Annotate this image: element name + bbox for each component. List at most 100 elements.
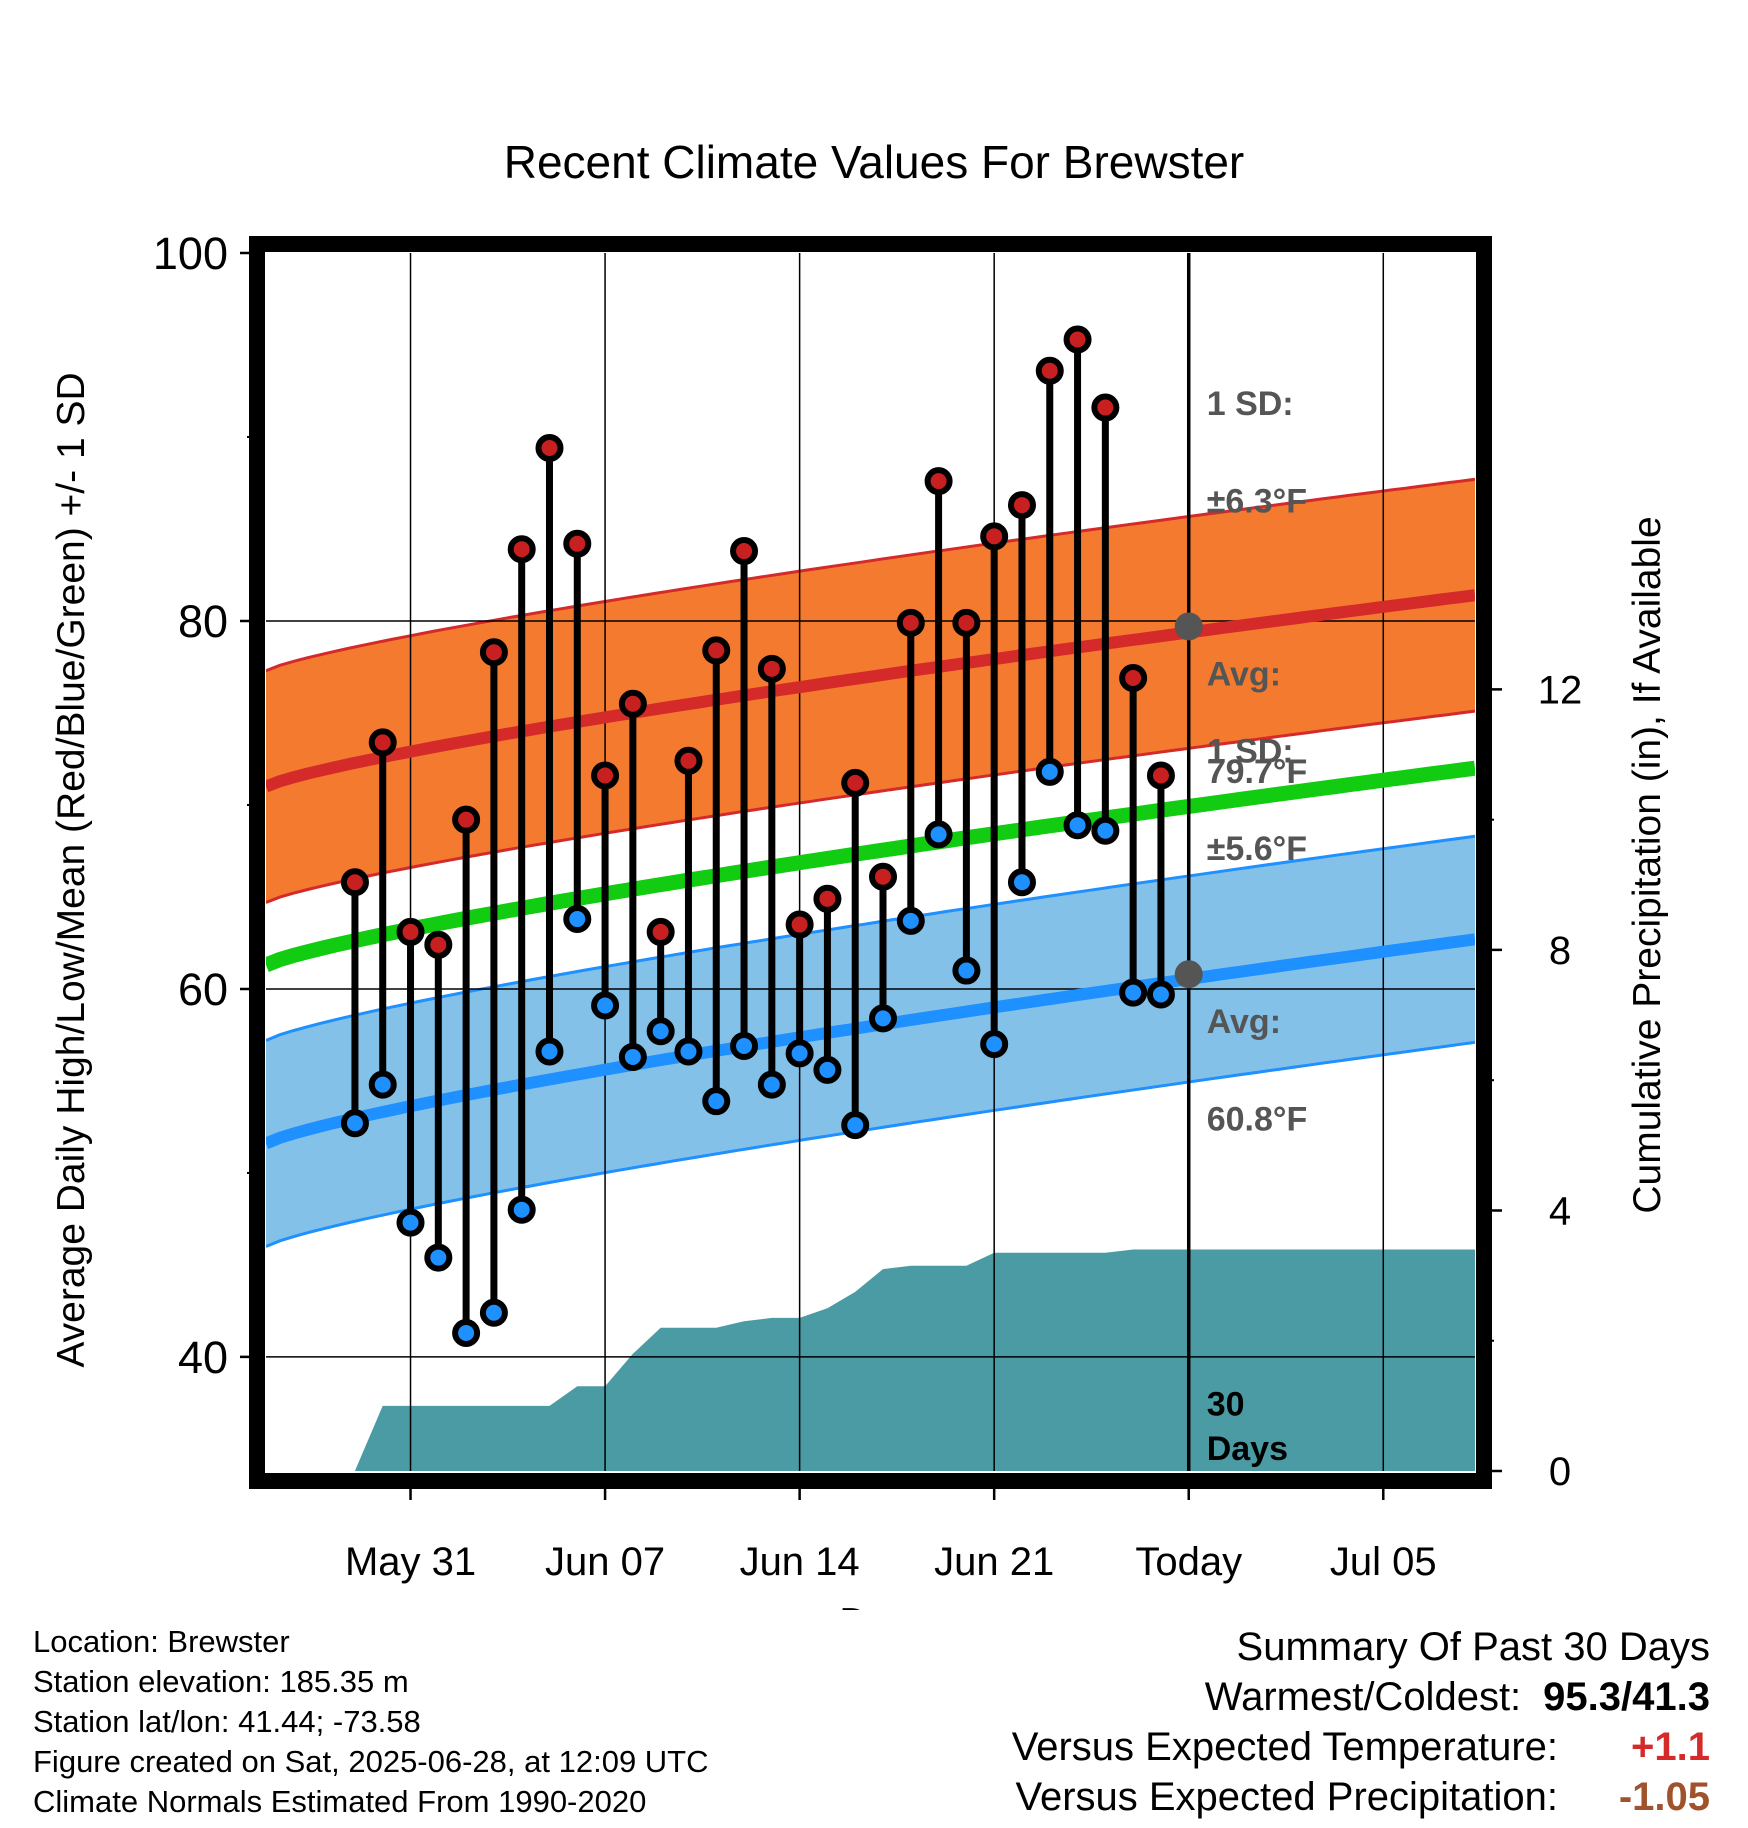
temp-anomaly-label: Versus Expected Temperature: (1011, 1725, 1558, 1769)
today-avg-low-dot (1174, 960, 1203, 989)
days-count-number: 30 (1207, 1386, 1245, 1424)
daily-high-point (1007, 491, 1036, 520)
y2-tick-label: 8 (1549, 929, 1571, 973)
warmest-coldest-label: Warmest/Coldest: (1204, 1675, 1522, 1719)
daily-high-point (1119, 664, 1148, 693)
low-avg-label: Avg: (1207, 1003, 1281, 1041)
daily-low-point (702, 1087, 731, 1116)
daily-low-point (1091, 816, 1120, 845)
daily-low-point (618, 1043, 647, 1072)
daily-high-point (674, 746, 703, 775)
y-tick-label: 100 (153, 228, 228, 279)
daily-high-point (785, 910, 814, 939)
daily-high-point (1146, 761, 1175, 790)
today-avg-high-dot (1174, 612, 1203, 641)
daily-high-point (368, 728, 397, 757)
daily-low-point (896, 906, 925, 935)
normals-text: Climate Normals Estimated From 1990-2020 (33, 1784, 647, 1819)
daily-low-point (980, 1030, 1009, 1059)
daily-low-point (869, 1004, 898, 1033)
daily-high-point (896, 608, 925, 637)
daily-high-point (507, 535, 536, 564)
x-axis-label: Day (839, 1601, 909, 1610)
daily-low-point (841, 1111, 870, 1140)
y2-tick-label: 0 (1549, 1450, 1571, 1494)
precip-anomaly-value: -1.05 (1618, 1775, 1710, 1819)
low-sd-value: ±5.6°F (1207, 830, 1307, 868)
precip-anomaly-label: Versus Expected Precipitation: (1015, 1775, 1558, 1819)
high-sd-upper-edge (266, 477, 1475, 673)
daily-high-point (591, 761, 620, 790)
high-avg-value: 79.7°F (1207, 753, 1308, 791)
plot-frame (249, 236, 1492, 1489)
daily-low-point (368, 1070, 397, 1099)
x-tick-label: Jun 14 (740, 1540, 860, 1584)
daily-low-point (424, 1243, 453, 1272)
daily-low-point (340, 1109, 369, 1138)
daily-low-point (479, 1298, 508, 1327)
daily-low-point (396, 1208, 425, 1237)
daily-high-point (452, 805, 481, 834)
daily-high-point (396, 917, 425, 946)
station-info: Location: Brewster Station elevation: 18… (33, 1622, 709, 1822)
high-sd-band (266, 479, 1475, 903)
daily-low-point (563, 905, 592, 934)
daily-high-point (1091, 393, 1120, 422)
x-tick-label: Jun 07 (545, 1540, 665, 1584)
daily-low-point (757, 1070, 786, 1099)
daily-low-point (813, 1055, 842, 1084)
latlon-text: Station lat/lon: 41.44; -73.58 (33, 1704, 421, 1739)
temp-anomaly-value: +1.1 (1631, 1725, 1710, 1769)
daily-low-point (674, 1037, 703, 1066)
y-tick-label: 60 (178, 964, 228, 1015)
daily-high-point (869, 862, 898, 891)
y-tick-label: 40 (178, 1332, 228, 1383)
elevation-text: Station elevation: 185.35 m (33, 1664, 409, 1699)
summary-title: Summary Of Past 30 Days (1236, 1625, 1710, 1669)
x-tick-label: Today (1135, 1540, 1242, 1584)
y2-axis-label: Cumulative Precipitation (in), If Availa… (1626, 516, 1669, 1213)
daily-high-point (479, 638, 508, 667)
chart-title: Recent Climate Values For Brewster (504, 136, 1245, 188)
low-sd-band (266, 836, 1475, 1247)
low-sd-label: 1 SD: (1207, 733, 1294, 771)
daily-low-point (785, 1039, 814, 1068)
high-sd-label: 1 SD: (1207, 385, 1294, 423)
low-avg-value: 60.8°F (1207, 1101, 1308, 1139)
daily-high-point (702, 636, 731, 665)
y2-tick-label: 4 (1549, 1189, 1571, 1233)
x-tick-label: May 31 (345, 1540, 476, 1584)
daily-high-point (646, 917, 675, 946)
y2-tick-label: 12 (1538, 668, 1583, 712)
created-text: Figure created on Sat, 2025-06-28, at 12… (33, 1744, 709, 1779)
daily-low-point (535, 1037, 564, 1066)
normal-high-line (266, 589, 1475, 793)
daily-low-point (646, 1017, 675, 1046)
daily-low-point (1063, 811, 1092, 840)
daily-high-point (535, 434, 564, 463)
location-text: Location: Brewster (33, 1624, 290, 1659)
daily-high-point (952, 608, 981, 637)
daily-low-point (1035, 757, 1064, 786)
daily-low-point (1007, 868, 1036, 897)
daily-high-point (730, 537, 759, 566)
daily-high-point (424, 930, 453, 959)
daily-high-point (841, 768, 870, 797)
warmest-coldest-value: 95.3/41.3 (1543, 1675, 1710, 1719)
daily-high-point (1035, 356, 1064, 385)
daily-high-point (813, 884, 842, 913)
daily-low-point (1146, 980, 1175, 1009)
summary-panel: Summary Of Past 30 Days Warmest/Coldest:… (810, 1622, 1710, 1822)
daily-low-point (507, 1195, 536, 1224)
daily-low-point (452, 1319, 481, 1348)
daily-high-point (618, 689, 647, 718)
days-count-word: Days (1207, 1430, 1288, 1468)
daily-low-point (730, 1031, 759, 1060)
y-tick-label: 80 (178, 596, 228, 647)
daily-high-point (924, 467, 953, 496)
daily-high-point (563, 529, 592, 558)
daily-high-point (980, 522, 1009, 551)
climate-chart: Recent Climate Values For Brewster 1 SD:… (50, 136, 1669, 1610)
x-tick-label: Jul 05 (1330, 1540, 1437, 1584)
daily-low-point (591, 991, 620, 1020)
